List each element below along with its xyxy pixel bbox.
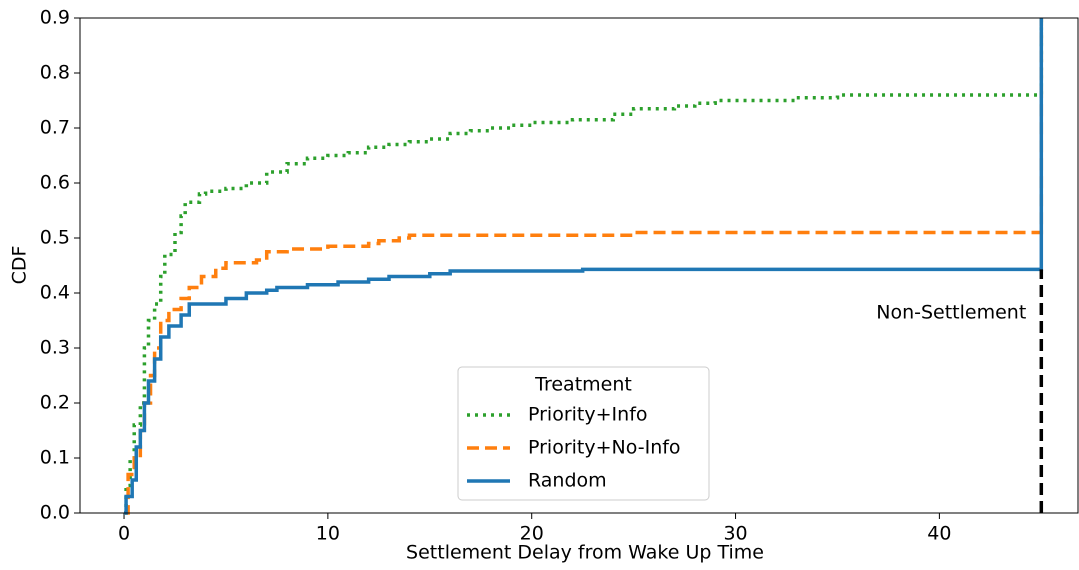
y-tick-label: 0.5 <box>40 227 70 249</box>
cdf-line <box>124 18 1044 515</box>
y-tick-label: 0.1 <box>40 447 70 469</box>
y-axis-label: CDF <box>9 246 31 285</box>
y-tick-label: 0.8 <box>40 62 70 84</box>
legend-label: Random <box>528 470 607 492</box>
legend-title: Treatment <box>534 374 632 396</box>
legend-label: Priority+No-Info <box>528 437 681 459</box>
x-tick-label: 30 <box>723 523 747 545</box>
y-tick-label: 0.4 <box>40 282 70 304</box>
y-tick-label: 0.0 <box>40 502 70 524</box>
y-tick-label: 0.9 <box>40 7 70 29</box>
annotation-label: Non-Settlement <box>876 302 1026 324</box>
x-tick-label: 10 <box>316 523 340 545</box>
x-tick-label: 20 <box>520 523 544 545</box>
legend-label: Priority+Info <box>528 404 648 426</box>
plot-frame <box>79 17 1079 514</box>
cdf-line <box>124 18 1044 515</box>
y-tick-label: 0.6 <box>40 172 70 194</box>
legend-box <box>457 366 710 501</box>
x-axis-label: Settlement Delay from Wake Up Time <box>406 542 764 564</box>
y-tick-label: 0.2 <box>40 392 70 414</box>
y-tick-label: 0.3 <box>40 337 70 359</box>
x-tick-label: 40 <box>927 523 951 545</box>
x-tick-label: 0 <box>118 523 130 545</box>
y-tick-label: 0.7 <box>40 117 70 139</box>
